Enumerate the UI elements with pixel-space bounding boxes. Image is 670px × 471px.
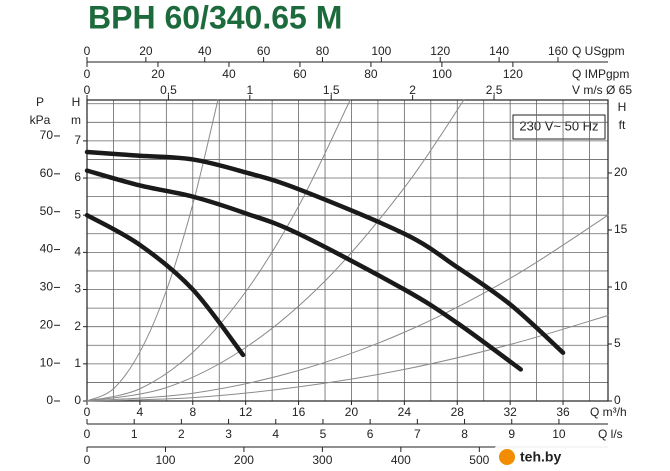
axis-tick-label: 160 [548,44,568,58]
axis-tick-label: 20 [614,165,628,179]
x-tick-label: 20 [345,405,359,419]
x-tick-label: 24 [398,405,412,419]
x-tick-label: 12 [239,405,253,419]
axis-tick-label: 3 [225,427,232,441]
axis-tick-label: 10 [552,427,566,441]
axis-label: ft [619,118,626,132]
axis-label: Q l/s [598,427,623,441]
axis-tick-label: 0 [84,44,91,58]
axis-tick-label: 0 [84,83,91,97]
axis-tick-label: 4 [272,427,279,441]
axis-tick-label: 5 [320,427,327,441]
system-curve [86,315,609,402]
x-tick-label: 32 [503,405,517,419]
x-axis-label: Q m³/h [590,405,627,419]
axis-tick-label: 400 [391,453,411,467]
axis-tick-label: 0 [84,453,91,467]
axis-tick-label: 50 [40,204,54,218]
axis-tick-label: 100 [155,453,175,467]
pump-curve [84,149,566,355]
axis-tick-label: 60 [40,166,54,180]
y-tick-label: 4 [74,245,81,259]
axis-tick-label: 140 [489,44,509,58]
axis-label: V m/s Ø 65 [572,83,632,97]
y-tick-label: 6 [74,170,81,184]
axis-tick-label: 200 [234,453,254,467]
axis-tick-label: 9 [508,427,515,441]
axis-tick-label: 40 [198,44,212,58]
x-tick-label: 8 [189,405,196,419]
axis-tick-label: 40 [40,242,54,256]
axis-tick-label: 10 [614,279,628,293]
axis-tick-label: 500 [469,453,489,467]
y-tick-label: 5 [74,207,81,221]
axis-tick-label: 120 [503,67,523,81]
axis-tick-label: 0 [84,67,91,81]
x-tick-label: 28 [451,405,465,419]
axis-tick-label: 70 [40,128,54,142]
axis-tick-label: 1 [131,427,138,441]
annotation: 230 V~ 50 Hz [519,118,598,133]
axis-tick-label: 5 [614,336,621,350]
system-curve [86,99,219,402]
pump-curve [84,212,246,358]
y-tick-label: 0 [74,393,81,407]
axis-tick-label: 80 [364,67,378,81]
axis-tick-label: 8 [461,427,468,441]
plot-frame [86,99,609,402]
axis-tick-label: 80 [316,44,330,58]
axis-tick-label: 60 [257,44,271,58]
axis-label: Q USgpm [572,44,625,58]
watermark-icon [499,449,515,465]
x-tick-label: 0 [84,405,91,419]
system-curve [86,99,351,402]
axis-tick-label: 20 [139,44,153,58]
x-tick-label: 16 [292,405,306,419]
watermark: teh.by [494,446,644,468]
axis-tick-label: 10 [40,355,54,369]
axis-tick-label: 2,5 [486,83,503,97]
axis-tick-label: 2 [178,427,185,441]
x-tick-label: 36 [556,405,570,419]
axis-tick-label: 2 [409,83,416,97]
axis-tick-label: 15 [614,222,628,236]
chart-title: BPH 60/340.65 M [88,0,342,35]
y-axis-label: H [72,95,81,109]
watermark-box [494,446,644,468]
axis-tick-label: 300 [312,453,332,467]
watermark-text: teh.by [520,449,561,465]
y-tick-label: 1 [74,356,81,370]
axis-tick-label: 0 [84,427,91,441]
x-tick-label: 4 [137,405,144,419]
axis-tick-label: 6 [367,427,374,441]
y-axis-label: m [71,113,81,127]
y-tick-label: 2 [74,319,81,333]
axis-tick-label: 100 [432,67,452,81]
axis-tick-label: 7 [414,427,421,441]
axis-tick-label: 0 [46,393,53,407]
axis-tick-label: 60 [293,67,307,81]
axis-label: P [36,95,44,109]
axis-label: kPa [30,113,51,127]
axis-tick-label: 1,5 [323,83,340,97]
axis-tick-label: 20 [151,67,165,81]
y-tick-label: 3 [74,282,81,296]
axis-tick-label: 120 [430,44,450,58]
system-curve [86,214,609,402]
axis-tick-label: 30 [40,280,54,294]
pump-curve [84,168,523,372]
system-curve [86,99,465,402]
axis-tick-label: 0,5 [160,83,177,97]
axis-tick-label: 1 [246,83,253,97]
axis-tick-label: 100 [371,44,391,58]
axis-label: H [618,100,627,114]
axis-tick-label: 0 [614,393,621,407]
axis-label: Q IMPgpm [572,67,629,81]
axis-tick-label: 20 [40,317,54,331]
axis-tick-label: 40 [222,67,236,81]
y-tick-label: 7 [74,133,81,147]
